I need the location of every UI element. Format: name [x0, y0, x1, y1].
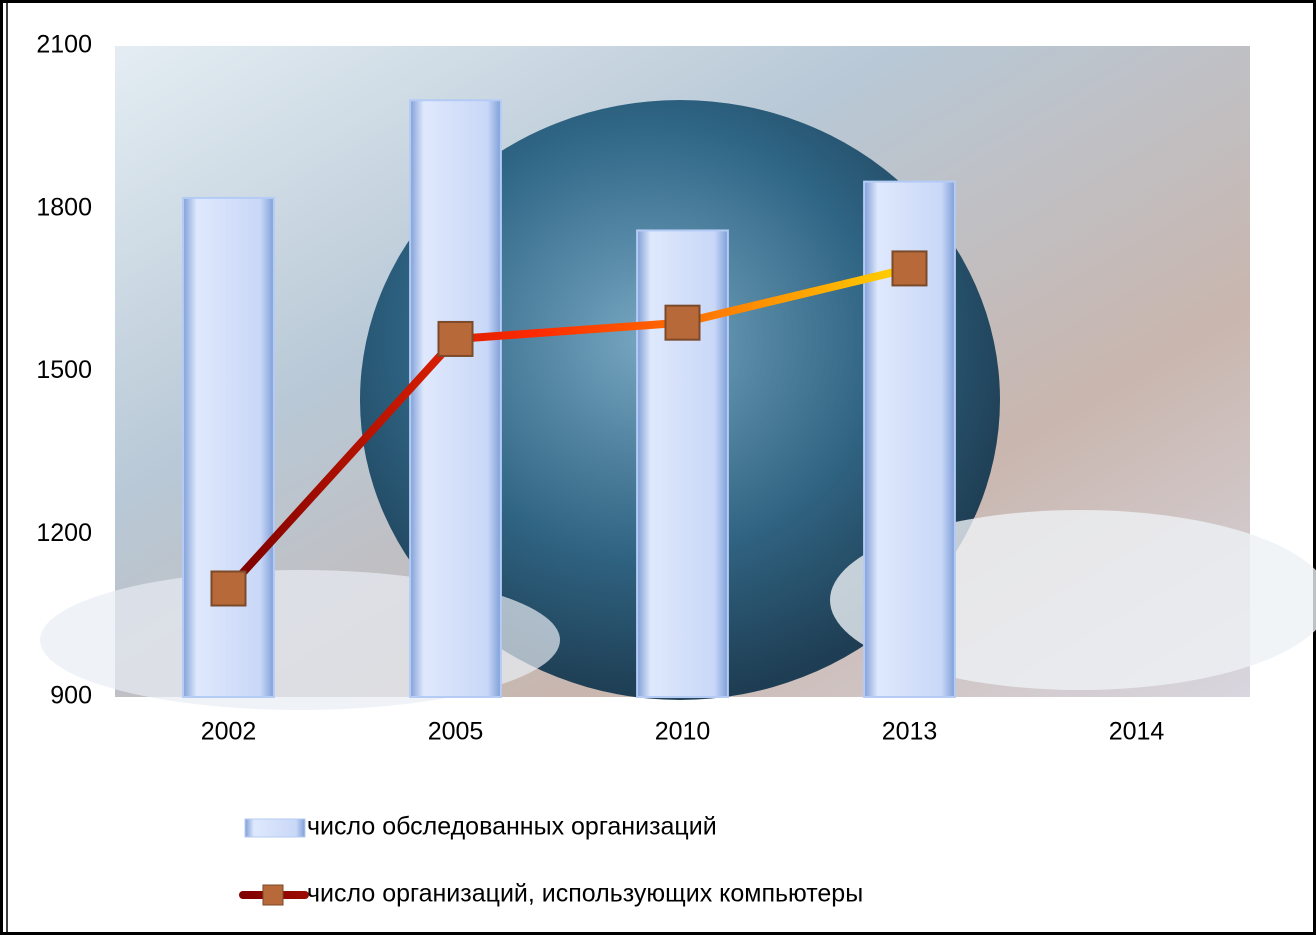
- y-tick-label: 1800: [36, 193, 92, 221]
- x-tick-label: 2002: [201, 718, 257, 746]
- line: [225, 264, 911, 592]
- legend-label: число обследованных организаций: [307, 813, 717, 841]
- y-tick-label: 2100: [36, 31, 92, 59]
- y-tick-label: 1200: [36, 519, 92, 547]
- legend-swatch: [244, 818, 306, 838]
- y-tick-label: 1500: [36, 356, 92, 384]
- y-tick-label: 900: [50, 682, 92, 710]
- x-tick-label: 2013: [882, 718, 938, 746]
- legend-label: число организаций, использующих компьюте…: [307, 880, 863, 908]
- marker: [437, 320, 474, 357]
- bar: [409, 99, 502, 698]
- marker: [664, 304, 701, 341]
- marker: [891, 250, 928, 287]
- x-tick-label: 2014: [1109, 718, 1165, 746]
- marker: [210, 570, 247, 607]
- bar: [636, 229, 729, 698]
- x-tick-label: 2010: [655, 718, 711, 746]
- bar: [182, 196, 275, 698]
- legend-marker: [262, 884, 284, 906]
- x-tick-label: 2005: [428, 718, 484, 746]
